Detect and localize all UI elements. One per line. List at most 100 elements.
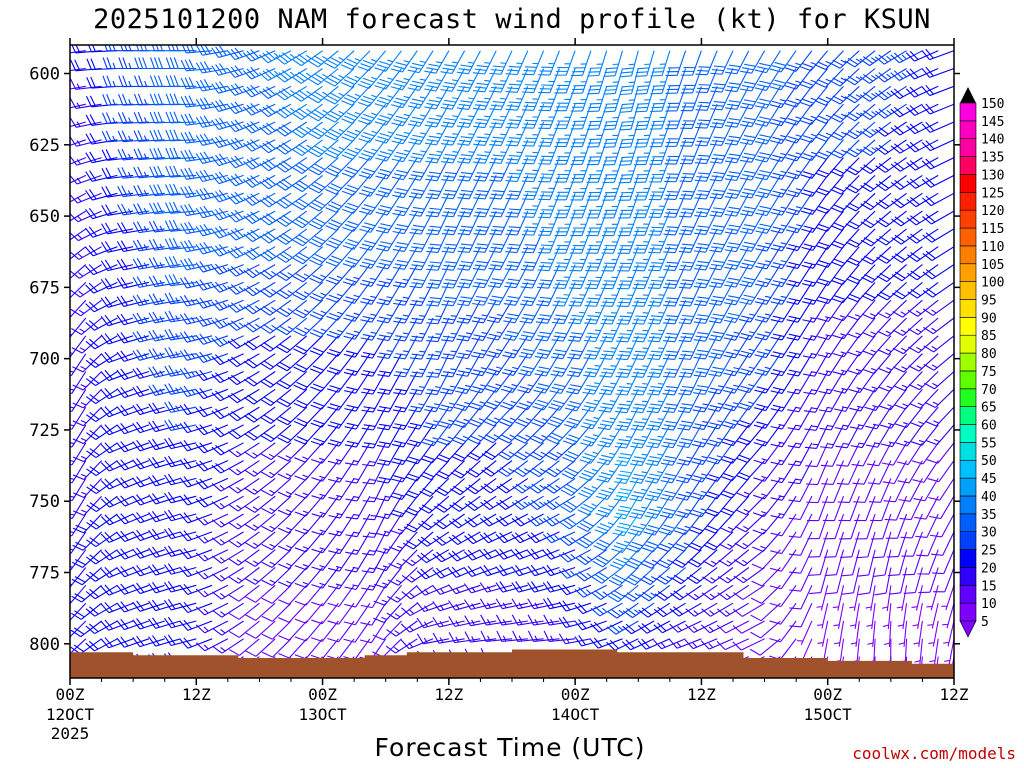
wind-barb <box>831 299 860 322</box>
wind-barb <box>858 567 876 596</box>
wind-barb <box>923 335 954 353</box>
wind-barb <box>244 460 276 477</box>
wind-barb <box>720 478 750 499</box>
wind-barb <box>832 353 860 376</box>
wind-barb <box>489 68 513 93</box>
wind-barb <box>243 335 276 351</box>
wind-barb <box>277 513 308 534</box>
wind-barb <box>862 335 892 356</box>
wind-barb <box>521 50 545 76</box>
wind-barb <box>925 424 954 446</box>
wind-barb <box>70 264 87 283</box>
wind-barb <box>400 620 434 633</box>
wind-barb <box>480 495 513 511</box>
wind-barb <box>691 442 718 466</box>
wind-barb <box>860 139 892 157</box>
wind-barb <box>875 157 907 173</box>
wind-barb <box>179 439 213 452</box>
wind-barb <box>244 424 276 441</box>
wind-barb <box>576 531 608 549</box>
wind-barb <box>598 371 623 396</box>
wind-barb <box>473 228 497 253</box>
wind-barb <box>212 620 244 636</box>
wind-barb <box>680 104 702 130</box>
x-tick-label: 00Z <box>308 685 337 704</box>
wind-barb <box>70 174 102 185</box>
wind-barb <box>425 157 450 182</box>
wind-barb <box>570 175 592 201</box>
wind-barb <box>898 620 908 647</box>
wind-barb <box>733 549 765 567</box>
wind-barb <box>521 228 545 254</box>
wind-barb <box>631 317 655 343</box>
wind-barb <box>769 567 797 590</box>
wind-barb <box>277 460 308 480</box>
wind-barb <box>737 406 766 428</box>
wind-barb <box>496 495 529 511</box>
wind-barb <box>543 630 576 643</box>
wind-barb <box>86 495 118 512</box>
wind-barb <box>164 509 197 522</box>
wind-barb <box>116 295 150 307</box>
wind-barb <box>228 567 260 584</box>
wind-barb <box>259 121 292 136</box>
wind-barb <box>629 495 655 520</box>
wind-barb <box>72 478 103 498</box>
wind-barb <box>473 157 497 182</box>
wind-barb <box>343 317 371 340</box>
wind-barb <box>345 513 371 538</box>
wind-barb <box>846 264 876 285</box>
wind-barb <box>360 602 387 626</box>
wind-barb <box>830 175 860 195</box>
wind-barb <box>148 599 181 612</box>
wind-barb <box>406 442 434 465</box>
wind-barb <box>311 567 339 589</box>
wind-barb <box>817 620 829 647</box>
wind-barb <box>892 299 923 318</box>
colorbar: 5101520253035404550556065707580859095100… <box>959 87 1004 638</box>
wind-barb <box>261 477 292 497</box>
wind-barb <box>495 513 529 527</box>
wind-barb <box>308 103 339 122</box>
wind-barb <box>554 50 576 76</box>
wind-barb <box>70 121 86 130</box>
wind-barb <box>733 584 765 600</box>
wind-barb <box>849 603 860 629</box>
wind-barb <box>801 246 829 269</box>
wind-barb <box>133 148 165 161</box>
wind-barb <box>906 139 939 153</box>
wind-barb <box>599 353 623 378</box>
wind-barb <box>601 264 624 290</box>
colorbar-label: 85 <box>981 329 997 344</box>
colorbar-swatch <box>959 334 977 354</box>
x-tick-label: 12Z <box>940 685 969 704</box>
wind-barb <box>921 103 954 115</box>
wind-barb <box>678 299 702 325</box>
wind-barb <box>211 281 244 293</box>
wind-barb <box>700 620 734 634</box>
wind-barb <box>211 531 244 546</box>
wind-barb <box>70 353 87 376</box>
wind-barb <box>489 103 513 129</box>
wind-barb <box>720 495 750 516</box>
wind-barb <box>340 68 371 88</box>
wind-barb <box>276 264 308 282</box>
wind-barb <box>688 531 718 552</box>
wind-barb <box>70 139 86 149</box>
wind-barb <box>861 282 892 302</box>
wind-barb <box>294 460 324 481</box>
wind-barb <box>243 353 276 369</box>
wind-barb <box>601 228 624 254</box>
wind-barb <box>587 68 608 95</box>
wind-barb <box>277 495 308 516</box>
wind-barb <box>622 602 655 619</box>
credit-link[interactable]: coolwx.com/models <box>852 744 1016 763</box>
wind-barb <box>489 175 513 200</box>
wind-barb <box>537 228 560 254</box>
wind-barb <box>612 513 639 537</box>
wind-barb <box>849 406 876 430</box>
wind-barb <box>538 68 560 94</box>
wind-barb <box>116 277 150 289</box>
wind-barb <box>922 228 954 243</box>
wind-barb <box>632 299 655 325</box>
